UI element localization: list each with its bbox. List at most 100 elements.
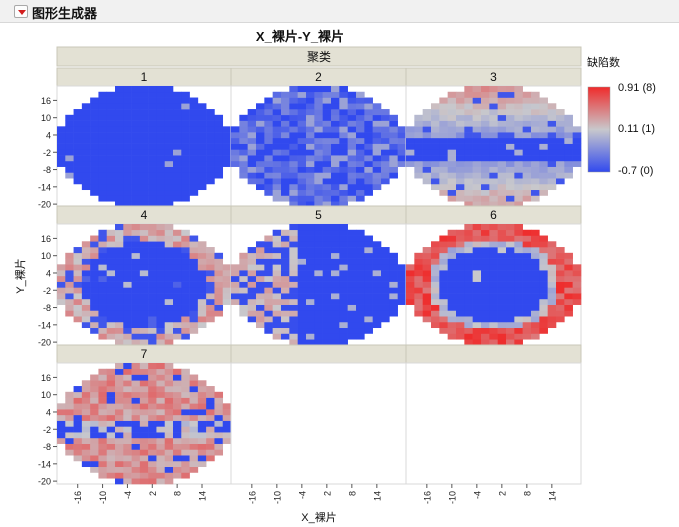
die-cell: [65, 437, 74, 444]
die-cell: [381, 270, 390, 277]
y-tick-label: -20: [38, 477, 51, 487]
die-cell: [106, 460, 116, 468]
die-cell: [297, 132, 307, 139]
die-cell: [447, 166, 457, 173]
die-cell: [206, 304, 215, 311]
die-cell: [131, 258, 141, 265]
die-cell: [81, 455, 91, 462]
die-cell: [347, 235, 357, 242]
die-cell: [98, 229, 108, 236]
die-cell: [123, 437, 132, 444]
die-cell: [131, 270, 141, 277]
die-cell: [148, 155, 157, 162]
die-cell: [231, 132, 240, 139]
die-cell: [506, 149, 515, 156]
die-cell: [389, 281, 398, 288]
die-cell: [364, 252, 373, 259]
die-cell: [289, 97, 298, 104]
die-cell: [181, 472, 190, 479]
die-cell: [148, 339, 157, 346]
die-cell: [331, 235, 340, 242]
die-cell: [164, 466, 174, 473]
die-cell: [214, 172, 224, 179]
die-cell: [231, 275, 240, 282]
die-cell: [189, 109, 199, 116]
die-cell: [422, 120, 432, 127]
die-cell: [281, 97, 290, 104]
die-cell: [314, 189, 323, 196]
panel-header: [230, 344, 407, 364]
die-cell: [522, 321, 532, 329]
die-cell: [489, 339, 498, 346]
die-cell: [173, 235, 182, 242]
die-cell: [506, 310, 515, 317]
die-cell: [139, 321, 149, 329]
die-cell: [431, 310, 440, 317]
die-cell: [206, 386, 215, 393]
die-cell: [531, 321, 540, 329]
die-cell: [156, 449, 166, 456]
die-cell: [115, 109, 124, 116]
die-cell: [73, 391, 83, 398]
die-cell: [139, 143, 149, 150]
die-cell: [356, 316, 365, 323]
panel-plot-area: [405, 362, 582, 485]
die-cell: [222, 137, 232, 144]
die-cell: [497, 97, 507, 104]
die-cell: [414, 155, 423, 162]
die-cell: [414, 120, 423, 127]
die-cell: [131, 391, 141, 398]
die-cell: [531, 316, 540, 323]
die-cell: [73, 293, 83, 300]
die-cell: [148, 472, 157, 479]
die-cell: [206, 391, 215, 398]
die-cell: [322, 126, 332, 133]
die-cell: [297, 321, 307, 329]
die-cell: [156, 114, 166, 121]
die-cell: [497, 132, 507, 139]
die-cell: [115, 472, 124, 479]
die-cell: [206, 426, 215, 433]
die-cell: [115, 478, 124, 485]
die-cell: [297, 316, 307, 323]
die-cell: [272, 252, 282, 259]
die-cell: [422, 109, 432, 116]
die-cell: [139, 149, 149, 156]
die-cell: [264, 189, 273, 196]
die-cell: [297, 143, 307, 150]
die-cell: [289, 281, 298, 288]
die-cell: [306, 241, 315, 248]
die-cell: [115, 339, 124, 346]
die-cell: [356, 189, 365, 196]
die-cell: [481, 327, 490, 334]
die-cell: [481, 120, 490, 127]
die-cell: [472, 252, 482, 259]
die-cell: [322, 172, 332, 179]
die-cell: [522, 229, 532, 236]
die-cell: [356, 166, 365, 173]
die-cell: [197, 293, 207, 300]
die-cell: [65, 409, 74, 416]
die-cell: [164, 472, 174, 479]
die-cell: [156, 403, 166, 410]
die-cell: [106, 420, 116, 427]
die-cell: [322, 155, 332, 162]
die-cell: [489, 241, 498, 248]
die-cell: [156, 380, 166, 387]
die-cell: [139, 420, 149, 427]
die-cell: [331, 195, 340, 202]
die-cell: [106, 426, 116, 433]
die-cell: [381, 304, 390, 311]
die-cell: [489, 103, 498, 110]
die-cell: [372, 166, 382, 173]
die-cell: [214, 293, 224, 300]
die-cell: [431, 270, 440, 277]
red-triangle-menu-icon[interactable]: [14, 5, 28, 18]
die-cell: [539, 178, 548, 185]
die-cell: [189, 120, 199, 127]
die-cell: [181, 397, 190, 404]
die-cell: [539, 287, 548, 294]
die-cell: [222, 155, 232, 162]
die-cell: [481, 143, 490, 150]
die-cell: [81, 449, 91, 456]
